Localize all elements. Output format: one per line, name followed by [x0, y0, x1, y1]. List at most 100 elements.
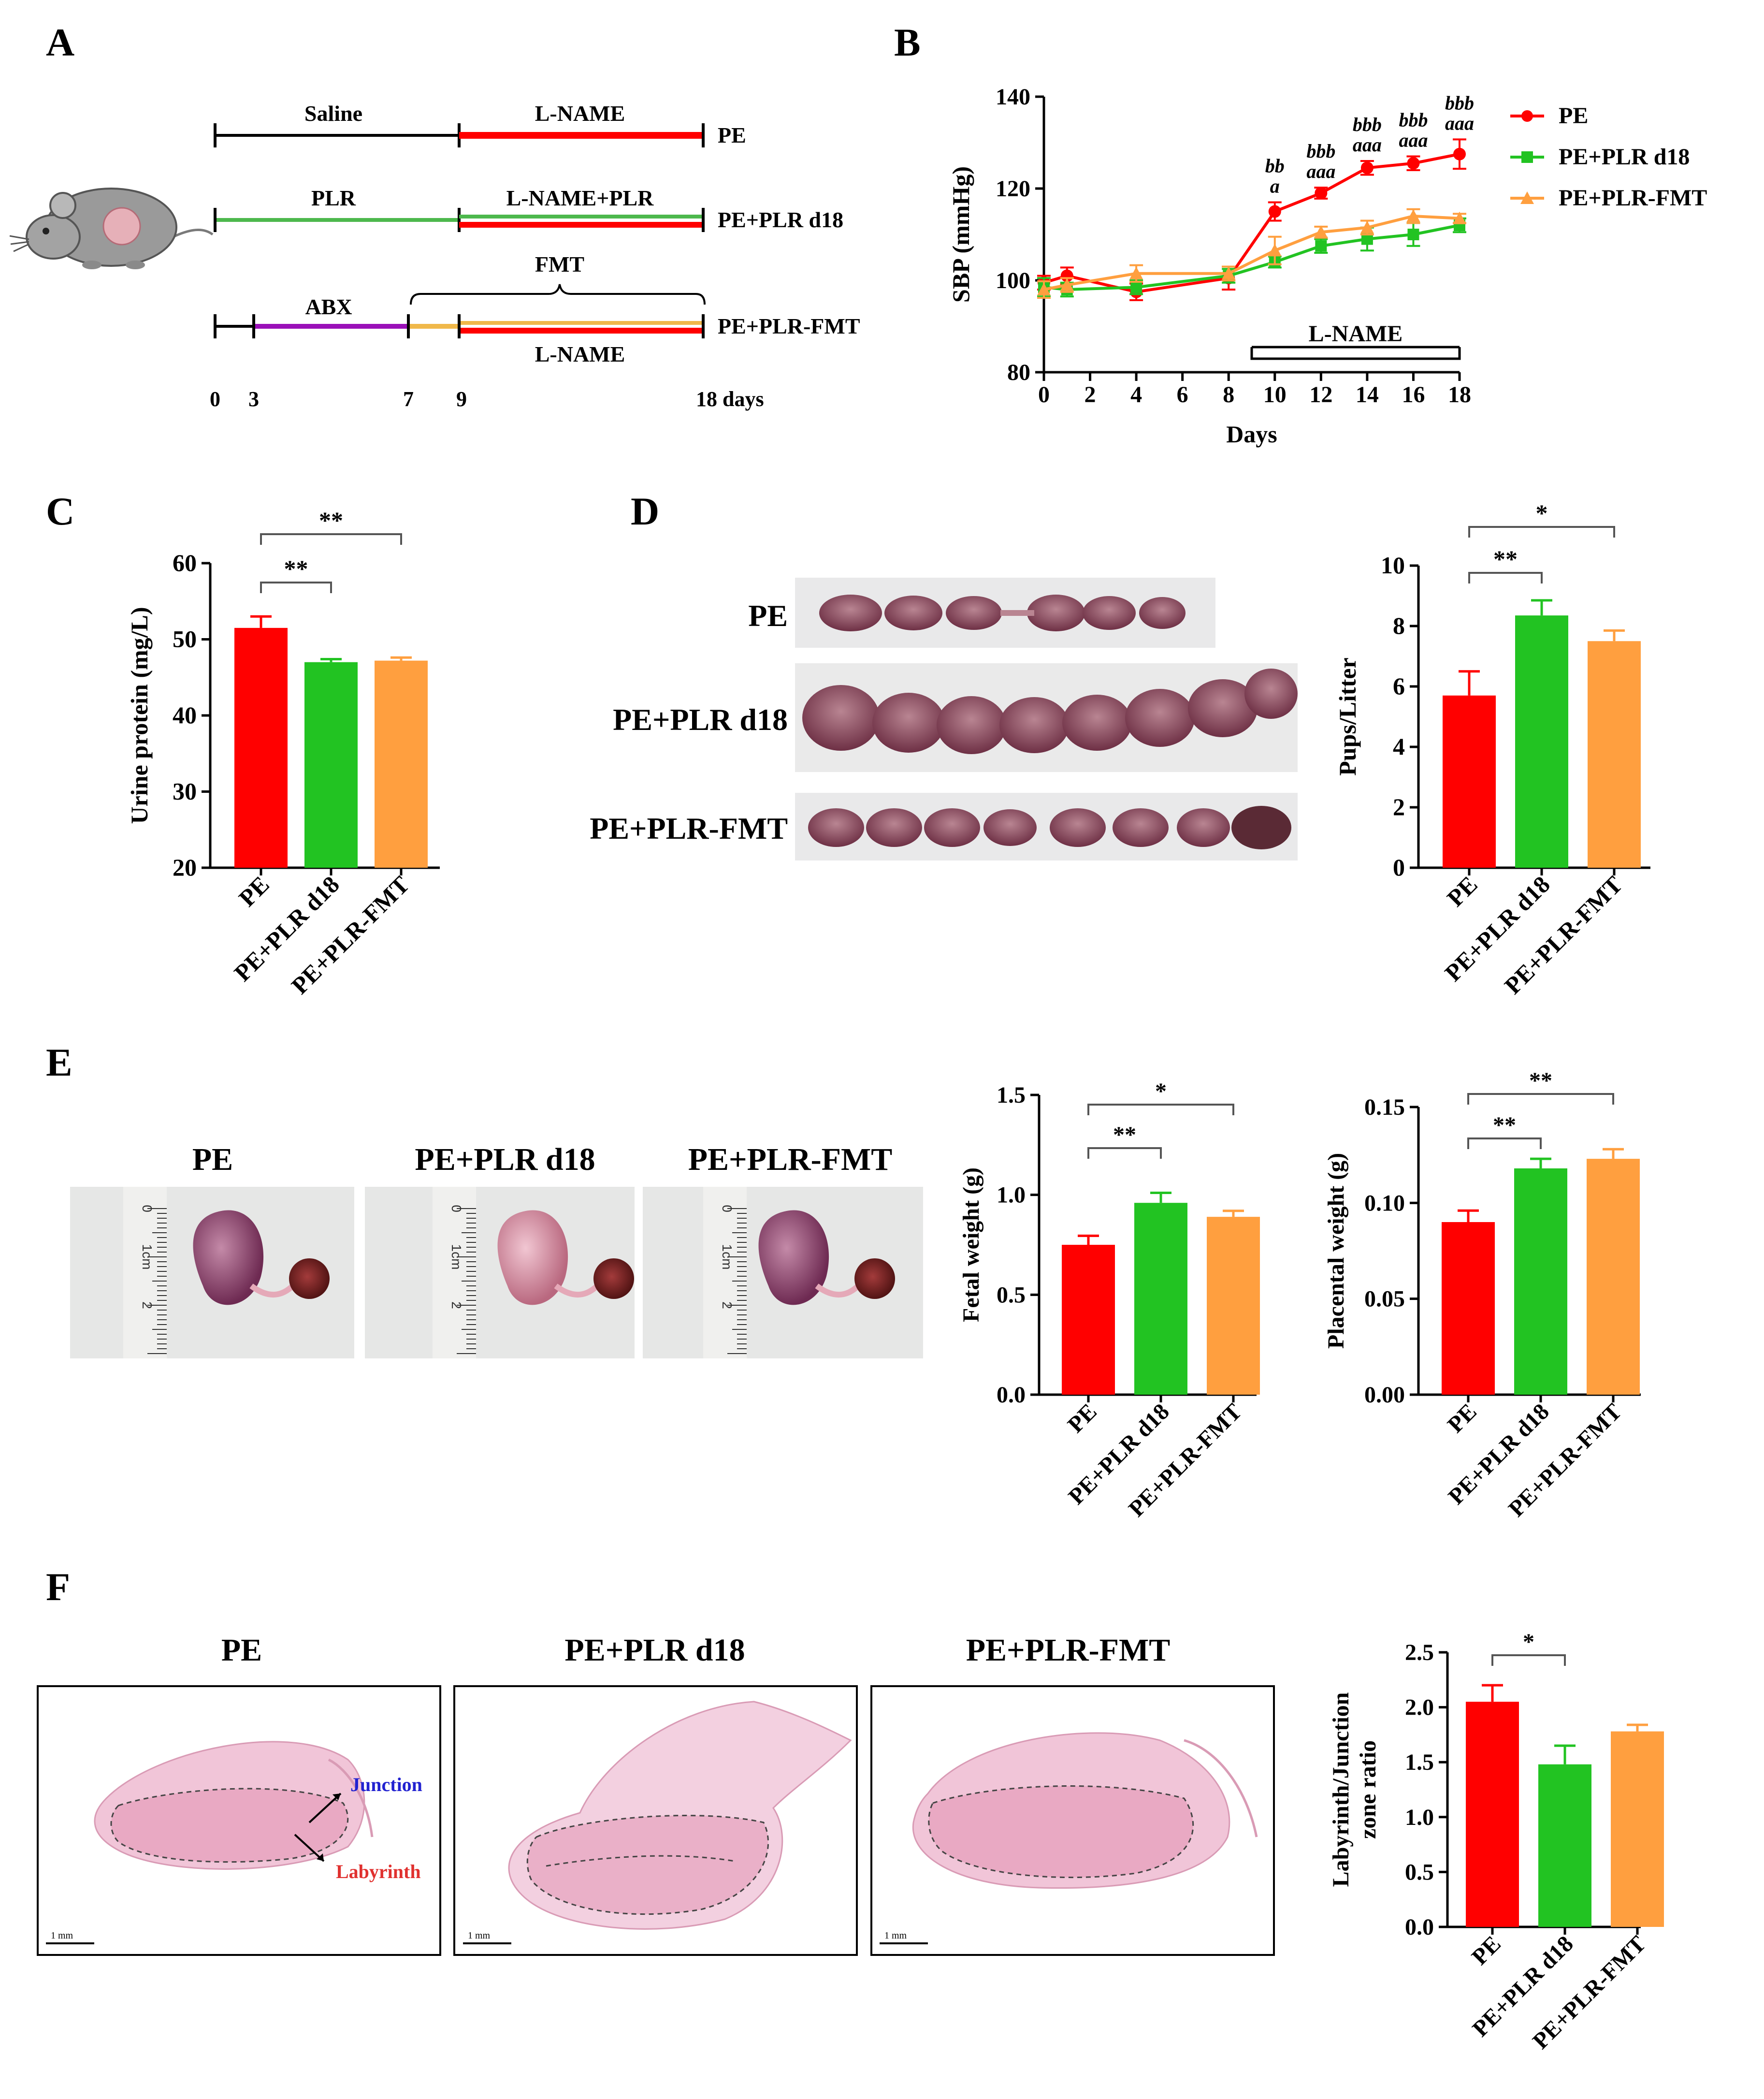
chart-b-point	[1406, 209, 1420, 222]
chart-b-point	[1060, 278, 1074, 291]
chart-f-ytick-label: 0.5	[1405, 1859, 1434, 1885]
chart-c-ytick-label: 60	[173, 549, 197, 576]
chart-f-bar-2	[1611, 1731, 1664, 1927]
chart-b-annotation-1: bbb	[1306, 140, 1335, 162]
chart-b-annotation-1: aaa	[1306, 160, 1335, 182]
chart-d-ytick-label: 8	[1393, 612, 1405, 639]
chart-f-sig-label-0: *	[1523, 1629, 1534, 1655]
chart-b-annotation-0: a	[1270, 175, 1280, 197]
fetus-0	[193, 1210, 264, 1305]
chart-e2-sig-label-1: **	[1529, 1068, 1552, 1093]
timeline-lname-plr-label: L-NAME+PLR	[506, 186, 654, 210]
chart-f-bar-0	[1466, 1702, 1519, 1927]
labyrinth-label: Labyrinth	[336, 1861, 421, 1882]
chart-e1-sig-label-0: **	[1113, 1122, 1136, 1148]
chart-e1-xtick-label-0: PE	[1063, 1399, 1102, 1438]
ruler-label: 2	[449, 1301, 464, 1309]
chart-c-ytick-label: 30	[173, 778, 197, 805]
panel-label-d: D	[631, 489, 659, 533]
mouse-illustration	[9, 188, 214, 269]
chart-d-ytick-label: 10	[1381, 552, 1405, 579]
chart-e2-ytick-label: 0.00	[1364, 1382, 1405, 1408]
chart-e1-ylabel: Fetal weight (g)	[958, 1167, 984, 1322]
panel-label-a: A	[46, 20, 74, 64]
ruler-label: 2	[140, 1301, 155, 1309]
panel-label-b: B	[894, 20, 921, 64]
chart-e1-bar-2	[1207, 1217, 1260, 1395]
chart-b-point	[1315, 240, 1327, 252]
scale-label-plr: 1 mm	[468, 1930, 491, 1941]
placenta-1	[593, 1258, 634, 1299]
chart-e1-sig-label-1: *	[1155, 1079, 1167, 1104]
chart-d-ytick-label: 4	[1393, 733, 1405, 760]
day-tick-7: 7	[403, 387, 414, 411]
chart-b-point	[1407, 157, 1420, 170]
chart-b-point	[1360, 161, 1374, 175]
chart-c-bar-1	[304, 662, 358, 868]
timeline-fmt-label: FMT	[535, 252, 584, 277]
chart-b-xtick-label: 12	[1309, 382, 1332, 408]
day-tick-0: 0	[210, 387, 220, 411]
photo-e-title-pe: PE	[192, 1142, 233, 1177]
legend-label-plr: PE+PLR d18	[1559, 144, 1690, 170]
chart-e2-bar-1	[1514, 1168, 1567, 1395]
chart-d-sig-bracket-0	[1468, 572, 1543, 583]
chart-c-sig-bracket-0	[260, 582, 332, 593]
chart-b-xtick-label: 0	[1038, 382, 1050, 408]
photo-e-title-plr: PE+PLR d18	[415, 1142, 595, 1177]
chart-b-ytick-label: 120	[996, 176, 1030, 202]
chart-b-xtick-label: 18	[1448, 382, 1471, 408]
chart-b-point	[1360, 220, 1374, 233]
day-tick-3: 3	[248, 387, 259, 411]
chart-e1-bar-1	[1134, 1203, 1187, 1395]
chart-f-ratio: 0.0 0.5 1.0 1.5 2.0 2.5 Labyrinth/Junction zone…	[1328, 1629, 1664, 2054]
chart-b-point	[1314, 225, 1328, 238]
chart-b-annotation-3: bbb	[1399, 109, 1428, 131]
chart-b-line-0	[1043, 152, 1460, 293]
placenta-0	[289, 1258, 330, 1299]
panel-a-timeline: Saline L-NAME PE PLR L-NAME+PLR PE+PLR d…	[9, 101, 860, 411]
chart-d-sig-label-0: **	[1493, 545, 1518, 572]
panel-d-uterus-photos: PE PE+PLR d18 PE+PLR-FMT	[590, 578, 1298, 860]
chart-b-line-2	[1043, 214, 1460, 291]
chart-e2-ytick-label: 0.05	[1364, 1286, 1405, 1312]
photo-f-title-fmt: PE+PLR-FMT	[966, 1633, 1171, 1668]
day-tick-9: 9	[456, 387, 467, 411]
timeline-group-fmt: PE+PLR-FMT	[718, 314, 860, 338]
chart-c-bar-0	[234, 627, 288, 868]
chart-b-xlabel: Days	[1226, 421, 1277, 448]
photo-f-title-plr: PE+PLR d18	[564, 1633, 745, 1668]
chart-e1-ytick-label: 1.0	[997, 1182, 1026, 1208]
legend-marker-plr	[1521, 151, 1533, 163]
chart-b-ytick-label: 80	[1007, 360, 1030, 385]
chart-d-bar-2	[1588, 641, 1641, 868]
photo-e-ruler-1	[433, 1187, 476, 1358]
chart-e2-sig-label-0: **	[1493, 1112, 1516, 1138]
chart-c-ylabel: Urine protein (mg/L)	[126, 607, 153, 824]
photo-d-label-pe: PE	[748, 598, 788, 633]
legend-label-fmt: PE+PLR-FMT	[1559, 185, 1707, 211]
chart-e2-ylabel: Placental weight (g)	[1323, 1153, 1349, 1349]
chart-b-point	[1268, 244, 1282, 257]
junction-label: Junction	[350, 1774, 422, 1795]
chart-d-ylabel: Pups/Litter	[1334, 657, 1361, 775]
chart-f-ylabel: zone ratio	[1355, 1740, 1381, 1839]
timeline-group-pe: PE	[718, 123, 746, 147]
chart-e1-ytick-label: 0.5	[997, 1282, 1026, 1308]
chart-c-ytick-label: 50	[173, 626, 197, 653]
chart-f-ylabel: Labyrinth/Junction	[1328, 1692, 1354, 1887]
legend-marker-pe	[1521, 110, 1533, 122]
chart-b-point	[1315, 187, 1328, 200]
timeline-lname-label-3: L-NAME	[535, 342, 625, 366]
chart-e1-ytick-label: 0.0	[997, 1382, 1026, 1408]
timeline-abx-label: ABX	[305, 294, 352, 319]
chart-e1-ytick-label: 1.5	[997, 1082, 1026, 1108]
photo-d-label-fmt: PE+PLR-FMT	[590, 811, 788, 845]
chart-b-lname-bracket	[1250, 347, 1461, 360]
photo-d-label-plr: PE+PLR d18	[613, 702, 788, 737]
chart-e2-bar-2	[1587, 1159, 1640, 1395]
